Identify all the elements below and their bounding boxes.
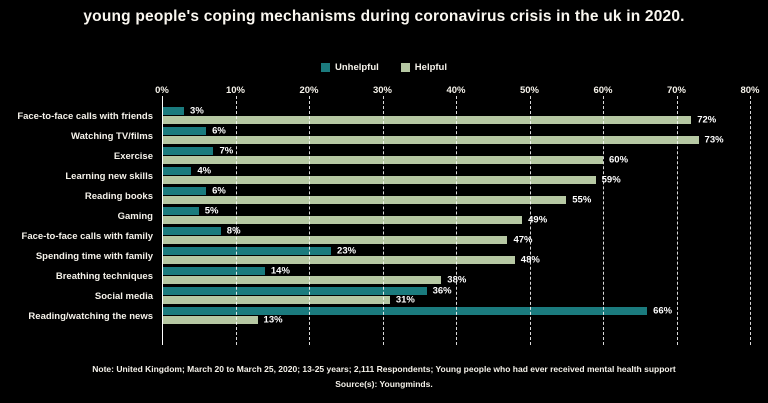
value-label: 60%	[609, 154, 629, 166]
bar-unhelpful: 3%	[162, 106, 204, 117]
legend-item-helpful: Helpful	[400, 62, 447, 73]
plot-area: Face-to-face calls with friends 3% 72% Watc…	[17, 85, 760, 345]
category-label: Watching TV/films	[71, 130, 153, 142]
chart-row: Reading/watching the news 66% 13%	[28, 306, 750, 326]
value-label: 8%	[226, 225, 241, 237]
chart-row: Learning new skills 4% 59%	[65, 166, 750, 186]
bar-helpful: 38%	[162, 275, 466, 286]
gridline	[676, 96, 678, 345]
value-label: 66%	[653, 305, 673, 317]
footnote: Note: United Kingdom; March 20 to March …	[0, 362, 768, 392]
bar-helpful: 48%	[162, 255, 540, 266]
gridline	[162, 96, 163, 345]
category-label: Social media	[94, 290, 153, 302]
bar-unhelpful: 6%	[162, 186, 226, 197]
gridline	[603, 96, 604, 345]
category-label: Reading/watching the news	[28, 310, 153, 322]
category-label: Learning new skills	[65, 170, 153, 182]
value-label: 73%	[704, 134, 724, 146]
axis-tick-label: 10%	[225, 85, 246, 96]
bar-unhelpful: 8%	[162, 226, 241, 237]
value-label: 6%	[212, 185, 226, 197]
axis-tick-label: 0%	[155, 85, 169, 96]
legend-label-unhelpful: Unhelpful	[334, 62, 379, 73]
value-label: 59%	[601, 174, 621, 186]
bar-unhelpful: 7%	[162, 146, 233, 157]
axis-tick-label: 60%	[593, 85, 613, 96]
gridline	[750, 96, 751, 345]
value-label: 4%	[197, 165, 212, 177]
value-label: 47%	[513, 234, 533, 246]
gridline	[456, 96, 457, 345]
value-label: 13%	[263, 314, 283, 326]
axis-tick-label: 20%	[299, 85, 319, 96]
chart-title: young people's coping mechanisms during …	[83, 8, 685, 25]
gridline	[235, 96, 237, 345]
bar-unhelpful: 5%	[162, 206, 218, 217]
legend: Unhelpful Helpful	[0, 62, 768, 73]
bar-helpful: 31%	[162, 295, 415, 306]
category-label: Spending time with family	[35, 250, 153, 262]
legend-item-unhelpful: Unhelpful	[320, 62, 379, 73]
category-label: Breathing techniques	[55, 270, 153, 282]
chart-row: Social media 36% 31%	[95, 286, 750, 306]
bar-unhelpful: 36%	[162, 286, 452, 297]
helpful-swatch-icon	[400, 63, 410, 72]
chart-row: Watching TV/films 6% 73%	[71, 126, 750, 146]
footnote-source: Source(s): Youngminds.	[335, 379, 433, 389]
bar-helpful: 55%	[162, 195, 591, 206]
value-label: 6%	[212, 125, 226, 137]
gridline	[382, 96, 384, 345]
value-label: 23%	[337, 245, 357, 257]
chart-row: Face-to-face calls with friends 3% 72%	[17, 106, 750, 126]
gridline	[309, 96, 310, 345]
bar-unhelpful: 23%	[162, 246, 356, 257]
category-label: Exercise	[113, 150, 153, 162]
legend-label-helpful: Helpful	[414, 62, 447, 73]
bar-helpful: 13%	[162, 315, 283, 326]
bar-unhelpful: 6%	[162, 126, 226, 137]
gridline	[529, 96, 531, 345]
footnote-note: Note: United Kingdom; March 20 to March …	[92, 364, 676, 374]
value-label: 36%	[432, 285, 452, 297]
bar-helpful: 49%	[162, 215, 547, 226]
value-label: 7%	[219, 145, 234, 157]
bar-helpful: 72%	[162, 115, 716, 126]
bar-helpful: 73%	[162, 135, 724, 146]
value-label: 72%	[697, 114, 717, 126]
bar-unhelpful: 14%	[162, 266, 290, 277]
chart-row: Reading books 6% 55%	[85, 186, 750, 206]
category-label: Reading books	[84, 190, 153, 202]
category-label: Face-to-face calls with family	[21, 230, 153, 242]
axis-tick-label: 70%	[666, 85, 687, 96]
axis-tick-label: 80%	[740, 85, 760, 96]
value-label: 3%	[190, 105, 204, 117]
value-label: 31%	[395, 294, 415, 306]
bar-helpful: 59%	[162, 175, 621, 186]
axis-tick-label: 30%	[372, 85, 393, 96]
bar-unhelpful: 4%	[162, 166, 211, 177]
chart-row: Gaming 5% 49%	[118, 206, 750, 226]
bar-unhelpful: 66%	[162, 306, 672, 317]
value-label: 5%	[204, 205, 219, 217]
value-label: 14%	[270, 265, 290, 277]
chart-row: Face-to-face calls with family 8% 47%	[22, 226, 750, 246]
bar-helpful: 47%	[162, 235, 532, 246]
category-label: Face-to-face calls with friends	[17, 110, 153, 122]
axis-tick-label: 50%	[519, 85, 540, 96]
value-label: 55%	[572, 194, 592, 206]
category-label: Gaming	[117, 210, 153, 222]
axis-tick-label: 40%	[446, 85, 466, 96]
unhelpful-swatch-icon	[320, 63, 330, 72]
value-label: 49%	[528, 214, 548, 226]
